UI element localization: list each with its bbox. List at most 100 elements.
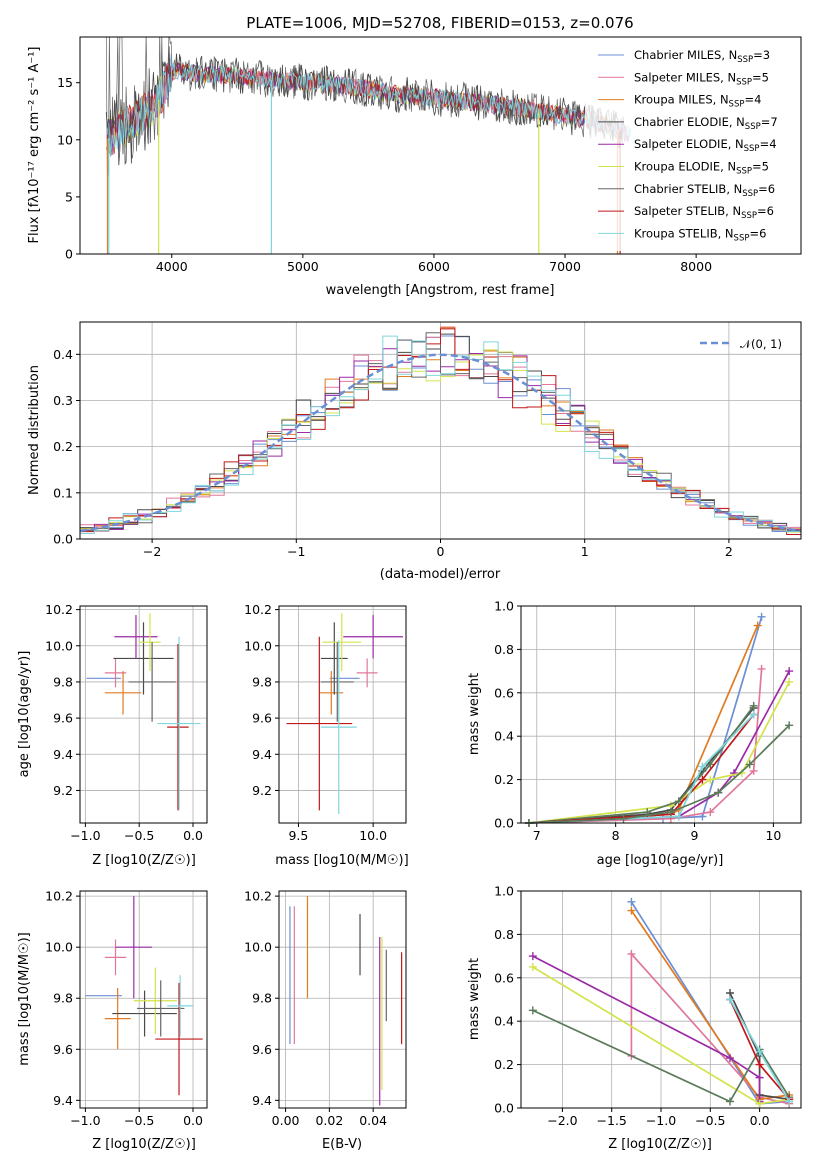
x-tick-label: 0.0: [183, 828, 203, 843]
legend-label-0: Chabrier MILES, NSSP=3: [634, 48, 770, 65]
series-marker: [755, 1073, 764, 1082]
legend-label-main: Chabrier ELODIE, N: [634, 115, 745, 129]
mass-vs-z-ticks: −1.0 −0.5 0.0 9.4 9.6 9.8 10.0 10.2: [45, 889, 203, 1128]
series-marker: [726, 995, 735, 1004]
errorbar-point-8: [167, 975, 194, 1037]
series-line: [532, 955, 761, 1102]
legend-label-sub: SSP: [745, 122, 761, 132]
gaussian-curve: [79, 353, 802, 533]
y-tick-label: 0.2: [494, 1057, 514, 1072]
x-tick-label: −2: [143, 544, 161, 559]
mass-vs-z-frame: [79, 890, 208, 1109]
legend-label-suffix: =7: [761, 115, 778, 129]
y-tick-label: 9.8: [252, 674, 272, 689]
mass-vs-ebv-grid: [279, 891, 406, 1108]
y-tick-label: 1.0: [494, 884, 514, 899]
series-marker: [785, 721, 794, 730]
y-tick-label: 0.0: [53, 532, 73, 547]
series-marker: [619, 814, 628, 823]
series-marker: [755, 1099, 764, 1108]
y-tick-label: 9.6: [252, 711, 272, 726]
legend-label-main: Salpeter STELIB, N: [634, 204, 741, 218]
series-marker: [674, 797, 683, 806]
spectrum-panel: PLATE=1006, MJD=52708, FIBERID=0153, z=0…: [27, 14, 802, 298]
series-marker: [785, 677, 794, 686]
errorbar-point-7: [155, 982, 203, 1096]
errorbar-point-3: [112, 990, 177, 1037]
series-line: [528, 713, 755, 824]
series-marker: [757, 612, 766, 621]
mass-vs-z-errorbars: [85, 896, 203, 1096]
age-vs-mass-errorbars: [286, 613, 404, 814]
series-marker: [729, 769, 738, 778]
x-tick-label: 0: [437, 544, 445, 559]
series-marker: [528, 1006, 537, 1015]
massweight-vs-age-xlabel: age [log10(age/yr)]: [597, 853, 724, 868]
gaussian-legend-label: 𝒩(0, 1): [740, 337, 782, 351]
legend-label-suffix: =5: [752, 70, 769, 84]
series-marker: [785, 667, 794, 676]
residuals-xlabel: (data-model)/error: [380, 567, 501, 582]
age-vs-mass-ticks: 9.5 10.0 9.2 9.4 9.6 9.8 10.0 10.2: [244, 602, 387, 843]
legend-label-sub: SSP: [729, 100, 745, 110]
legend-label-main: Salpeter MILES, N: [634, 70, 736, 84]
errorbar-point-5: [139, 613, 161, 672]
errorbar-point-7: [286, 636, 353, 811]
errorbar-point-1: [356, 658, 378, 688]
errorbar-point-6: [128, 642, 176, 722]
legend-label-suffix: =4: [744, 93, 761, 107]
y-tick-label: 9.6: [53, 711, 73, 726]
x-tick-label: −2.0: [547, 1113, 577, 1128]
residuals-legend: 𝒩(0, 1): [700, 337, 782, 351]
y-tick-label: 0.8: [494, 642, 514, 657]
series-marker: [755, 1047, 764, 1056]
mass-vs-ebv-errorbars: [289, 896, 403, 1106]
series-marker: [749, 710, 758, 719]
y-tick-label: 0.4: [53, 347, 73, 362]
mass-vs-z-xlabel: Z [log10(Z/Z☉)]: [92, 1137, 196, 1152]
massweight-vs-age-lines: [524, 612, 794, 827]
massweight-vs-z-ylabel: mass weight: [467, 958, 482, 1040]
legend-label-8: Kroupa STELIB, NSSP=6: [634, 226, 766, 243]
errorbar-point-4: [115, 896, 153, 999]
x-tick-label: 2: [725, 544, 733, 559]
x-tick-label: 10.0: [359, 828, 387, 843]
y-tick-label: 10.2: [45, 602, 73, 617]
x-tick-label: 0.0: [183, 1113, 203, 1128]
age-vs-mass-xlabel: mass [log10(M/M☉)]: [275, 853, 408, 868]
y-tick-label: 10.2: [244, 602, 272, 617]
age-vs-mass-panel: 9.5 10.0 9.2 9.4 9.6 9.8 10.0 10.2 mass [log10(…: [244, 602, 409, 868]
legend-label-1: Salpeter MILES, NSSP=5: [634, 70, 769, 87]
series-marker: [698, 775, 707, 784]
x-tick-label: 5000: [287, 259, 319, 274]
x-tick-label: −0.5: [124, 1113, 154, 1128]
y-tick-label: 1.0: [494, 599, 514, 614]
y-tick-label: 9.8: [53, 991, 73, 1006]
errorbar-point-5: [322, 613, 362, 672]
y-tick-label: 0.6: [494, 970, 514, 985]
residuals-histograms: [79, 326, 802, 537]
series-marker: [745, 760, 754, 769]
legend-label-suffix: =3: [753, 48, 770, 62]
x-tick-label: 0.0: [750, 1113, 770, 1128]
legend-label-5: Kroupa ELODIE, NSSP=5: [634, 160, 769, 177]
y-tick-label: 0.0: [494, 1101, 514, 1116]
mass-vs-z-panel: −1.0 −0.5 0.0 9.4 9.6 9.8 10.0 10.2 Z [log10(Z/…: [17, 889, 208, 1152]
series-marker: [528, 952, 537, 961]
mass-vs-z-grid: [80, 891, 207, 1108]
series-marker: [726, 1097, 735, 1106]
spectrum-xlabel: wavelength [Angstrom, rest frame]: [326, 283, 555, 298]
mass-vs-ebv-panel: 0.00 0.02 0.04 9.4 9.6 9.8 10.0 10.2 E(B-V): [244, 889, 407, 1152]
legend-label-main: Kroupa ELODIE, N: [634, 160, 736, 174]
y-tick-label: 9.8: [53, 674, 73, 689]
mass-vs-z-ylabel: mass [log10(M/M☉)]: [17, 932, 32, 1065]
errorbar-point-6: [137, 980, 185, 1037]
legend-label-main: Chabrier MILES, N: [634, 48, 737, 62]
y-tick-label: 10: [57, 132, 73, 147]
y-tick-label: 5: [65, 189, 73, 204]
x-tick-label: 8: [612, 828, 620, 843]
legend-label-main: Chabrier STELIB, N: [634, 182, 742, 196]
residuals-panel: −2 −1 0 1 2 0.0 0.1 0.2 0.3 0.4 (data-model)/erro…: [27, 321, 802, 582]
